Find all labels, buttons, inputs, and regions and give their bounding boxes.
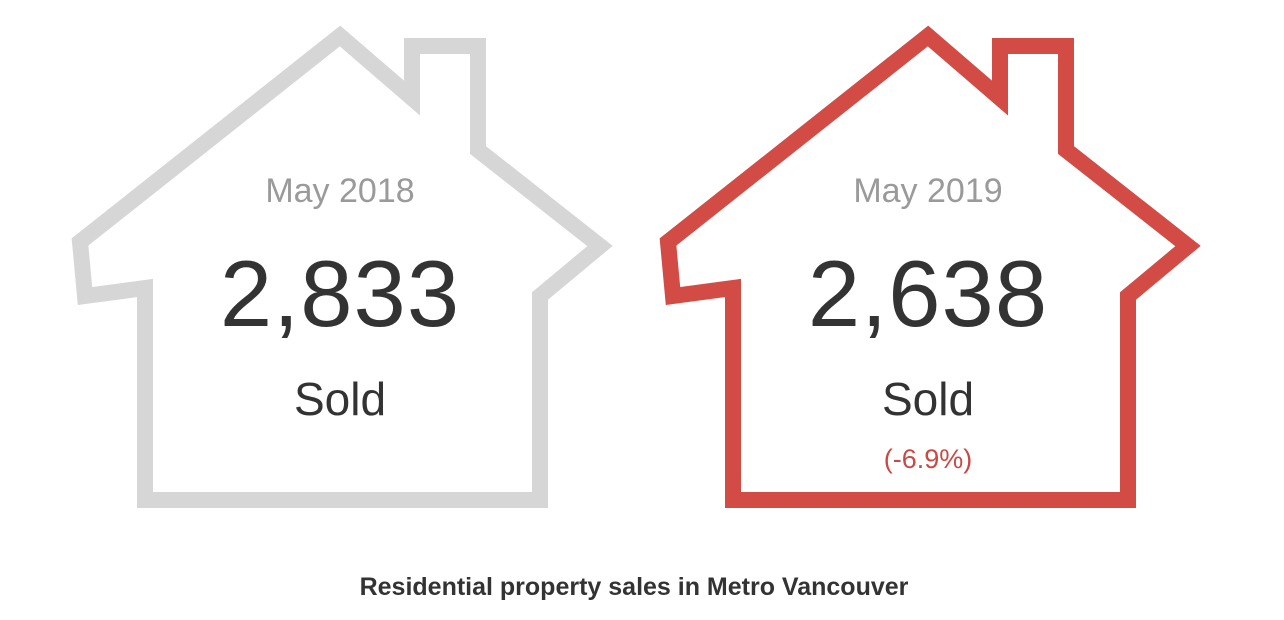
sold-count: 2,833 <box>219 241 461 346</box>
sold-count: 2,638 <box>807 241 1049 346</box>
sold-label: Sold <box>293 373 387 425</box>
sold-label: Sold <box>881 373 975 425</box>
house-outline-icon <box>71 25 613 508</box>
period-label: May 2019 <box>853 172 1003 210</box>
percent-change: (-6.9%) <box>883 444 973 474</box>
caption: Residential property sales in Metro Vanc… <box>359 573 909 601</box>
period-label: May 2018 <box>265 172 415 210</box>
house-card-previous: May 2018 2,833 Sold <box>60 0 620 520</box>
house-card-current: May 2019 2,638 Sold (-6.9%) <box>648 0 1208 520</box>
house-outline-icon <box>659 25 1201 508</box>
